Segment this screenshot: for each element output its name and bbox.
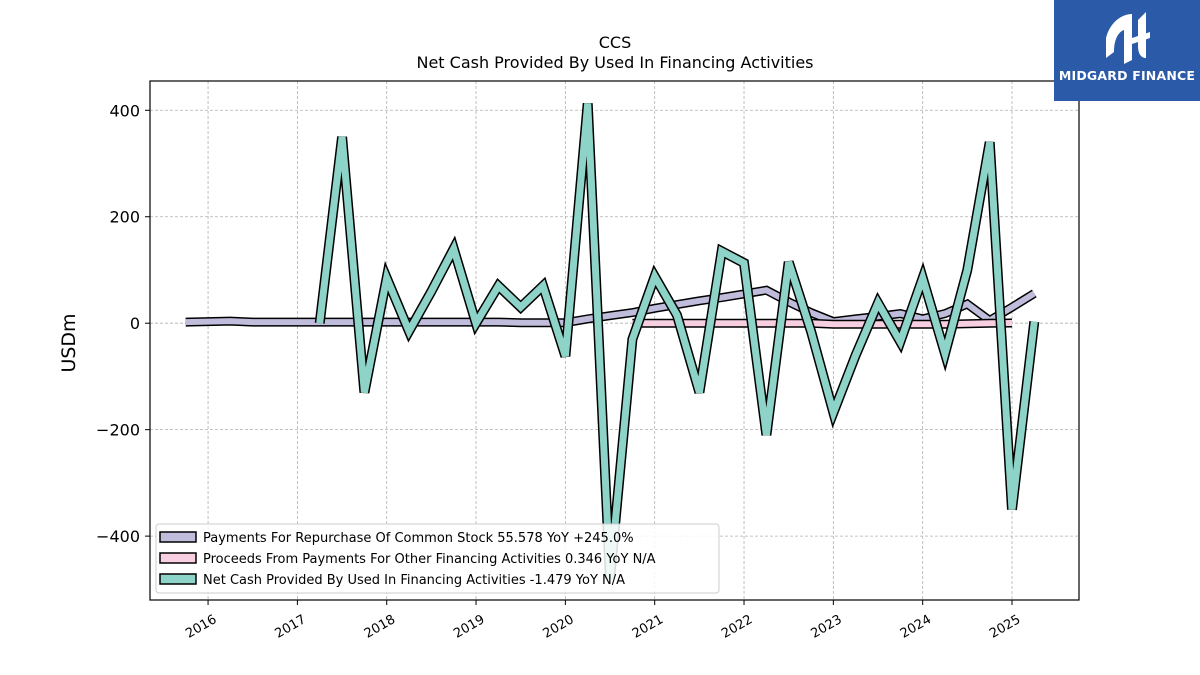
brand-name: MIDGARD FINANCE	[1058, 68, 1196, 83]
legend-swatch	[159, 531, 197, 543]
x-tick-label: 2024	[898, 612, 934, 642]
legend-label: Proceeds From Payments For Other Financi…	[203, 552, 656, 567]
y-tick-label: 200	[109, 208, 140, 227]
x-tick-label: 2021	[630, 612, 666, 642]
x-tick-label: 2017	[273, 612, 309, 642]
x-tick-label: 2023	[809, 612, 845, 642]
y-axis-label: USDm	[58, 313, 80, 372]
series-line	[316, 103, 1038, 580]
y-tick-label: 400	[109, 101, 140, 120]
y-tick-label: 0	[130, 314, 140, 333]
x-tick-label: 2022	[719, 612, 755, 642]
x-tick-label: 2025	[987, 612, 1023, 642]
chart-title: CCS	[599, 33, 632, 52]
series-line-outline	[314, 102, 1040, 580]
x-tick-label: 2020	[541, 612, 577, 642]
x-tick-label: 2016	[183, 612, 219, 642]
legend-label: Payments For Repurchase Of Common Stock …	[203, 531, 634, 546]
brand-mark-icon	[1106, 12, 1150, 64]
plot-frame	[149, 80, 1080, 601]
x-tick-label: 2019	[451, 612, 487, 642]
legend-label: Net Cash Provided By Used In Financing A…	[203, 573, 625, 588]
legend-swatch	[159, 552, 197, 564]
series-layer	[185, 102, 1040, 580]
y-tick-label: −400	[96, 527, 140, 546]
series-1	[185, 285, 1037, 328]
legend-box	[155, 523, 720, 594]
brand-logo: MIDGARD FINANCE	[1054, 0, 1200, 101]
y-tick-label: −200	[96, 421, 140, 440]
x-tick-label: 2018	[362, 612, 398, 642]
legend: Payments For Repurchase Of Common Stock …	[155, 523, 720, 594]
legend-swatch	[159, 573, 197, 585]
chart-subtitle: Net Cash Provided By Used In Financing A…	[416, 53, 813, 72]
series-3	[314, 102, 1040, 580]
grid	[150, 81, 1079, 600]
